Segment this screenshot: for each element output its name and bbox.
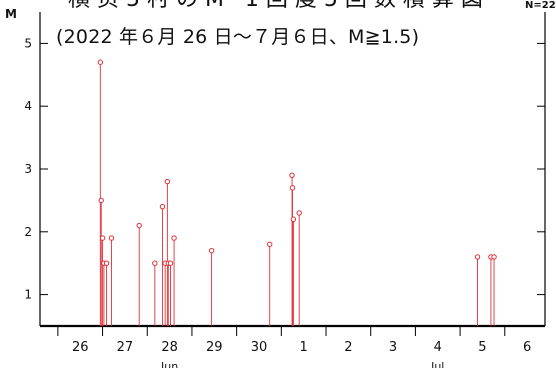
month-label: Jul <box>430 360 444 368</box>
y-tick-label: 3 <box>24 162 32 176</box>
event-count-label: N=22 <box>525 0 556 11</box>
x-tick-label: 2 <box>344 340 352 355</box>
y-tick-label: 2 <box>24 225 32 239</box>
event-marker <box>289 185 296 191</box>
event-marker <box>289 172 295 178</box>
event-marker <box>164 178 171 185</box>
x-tick-label: 29 <box>206 340 223 355</box>
y-tick-label: 1 <box>24 288 32 302</box>
x-tick-label: 6 <box>523 340 531 355</box>
y-tick-label: 5 <box>24 36 32 50</box>
event-marker <box>99 235 106 241</box>
event-marker <box>98 197 104 204</box>
x-tick-label: 28 <box>161 340 178 355</box>
chart-subtitle: (2022 年６月 26 日～７月６日、M≧1.5) <box>56 26 420 48</box>
x-tick-label: 3 <box>389 340 397 355</box>
event-marker <box>97 59 104 65</box>
event-marker <box>171 235 177 241</box>
x-tick-label: 5 <box>478 340 486 355</box>
x-tick-label: 4 <box>434 340 442 355</box>
event-marker <box>208 247 215 254</box>
event-marker <box>296 210 302 216</box>
chart-title-fragment: 横 页 5 村 の M · 1 回 度 5 回 数 積 算 図 <box>68 0 518 12</box>
month-label: Jun <box>160 360 178 368</box>
y-tick-label: 4 <box>24 99 32 113</box>
event-marker <box>136 222 142 229</box>
x-tick-label: 30 <box>251 340 268 355</box>
event-marker <box>267 241 273 248</box>
event-marker <box>474 254 481 260</box>
y-axis-label: M <box>5 7 17 21</box>
event-marker <box>290 216 297 222</box>
event-marker <box>491 254 497 260</box>
x-tick-label: 26 <box>72 340 89 355</box>
event-marker <box>108 235 115 241</box>
event-marker <box>167 260 174 266</box>
event-marker <box>152 260 158 266</box>
x-tick-label: 27 <box>117 340 134 355</box>
event-marker <box>103 260 110 266</box>
x-tick-label: 1 <box>300 340 308 355</box>
event-marker <box>159 203 166 210</box>
